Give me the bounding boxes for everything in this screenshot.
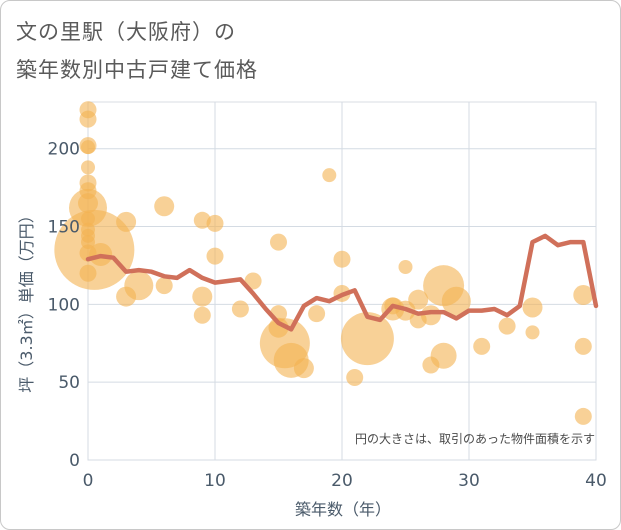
y-tick-label: 100 <box>48 295 80 315</box>
bubble-point <box>124 271 154 301</box>
bubble-point <box>231 300 249 318</box>
bubble-point <box>525 325 540 340</box>
x-tick-label: 0 <box>83 471 94 491</box>
average-price-line <box>85 233 599 332</box>
y-tick-label: 150 <box>48 218 80 238</box>
bubble-point <box>574 337 592 355</box>
bubble-point <box>346 369 364 387</box>
chart-title-line2: 築年数別中古戸建て価格 <box>16 58 258 82</box>
bubble-point <box>155 277 173 295</box>
bubble-point <box>270 233 287 251</box>
bubble-point <box>322 168 337 183</box>
bubble-point <box>193 306 211 324</box>
bubble-point <box>498 317 516 335</box>
bubble-point <box>206 247 224 265</box>
bubble-point <box>79 110 97 128</box>
bubble-point <box>81 140 95 155</box>
x-tick-label: 30 <box>458 471 480 491</box>
bubble-point <box>244 272 262 290</box>
x-tick-label: 40 <box>585 471 607 491</box>
x-axis-label: 築年数（年） <box>295 500 391 519</box>
bubble-point <box>308 305 326 323</box>
average-line-series <box>85 233 599 332</box>
bubble-point <box>206 214 224 232</box>
bubble-size-note: 円の大きさは、取引のあった物件面積を示す <box>355 431 595 446</box>
bubble-point <box>192 286 213 307</box>
x-tick-label: 20 <box>331 471 353 491</box>
bubble-point <box>81 160 95 175</box>
bubble-point <box>574 407 592 425</box>
y-axis-label: 坪（3.3㎡）単価（万円） <box>17 207 36 392</box>
bubble-point <box>430 342 457 369</box>
chart-title-line1: 文の里駅（大阪府）の <box>16 20 236 44</box>
bubble-point <box>193 211 211 229</box>
bubble-point <box>522 297 543 318</box>
x-tick-label: 10 <box>204 471 226 491</box>
bubble-point <box>408 289 429 310</box>
y-tick-label: 50 <box>58 373 80 393</box>
bubble-point <box>116 211 137 232</box>
bubble-point <box>340 312 394 366</box>
bubble-point <box>441 286 471 316</box>
bubble-point <box>398 259 413 274</box>
y-tick-label: 200 <box>48 140 80 160</box>
y-tick-label: 0 <box>69 451 80 471</box>
bubble-point <box>154 196 175 217</box>
bubble-point <box>333 250 351 268</box>
bubble-point <box>573 285 594 306</box>
bubble-point <box>473 337 491 355</box>
grid <box>87 101 597 461</box>
bubble-point <box>293 358 314 379</box>
tick-labels: 0 50 100 150 200 0 10 20 30 40 <box>48 140 607 491</box>
